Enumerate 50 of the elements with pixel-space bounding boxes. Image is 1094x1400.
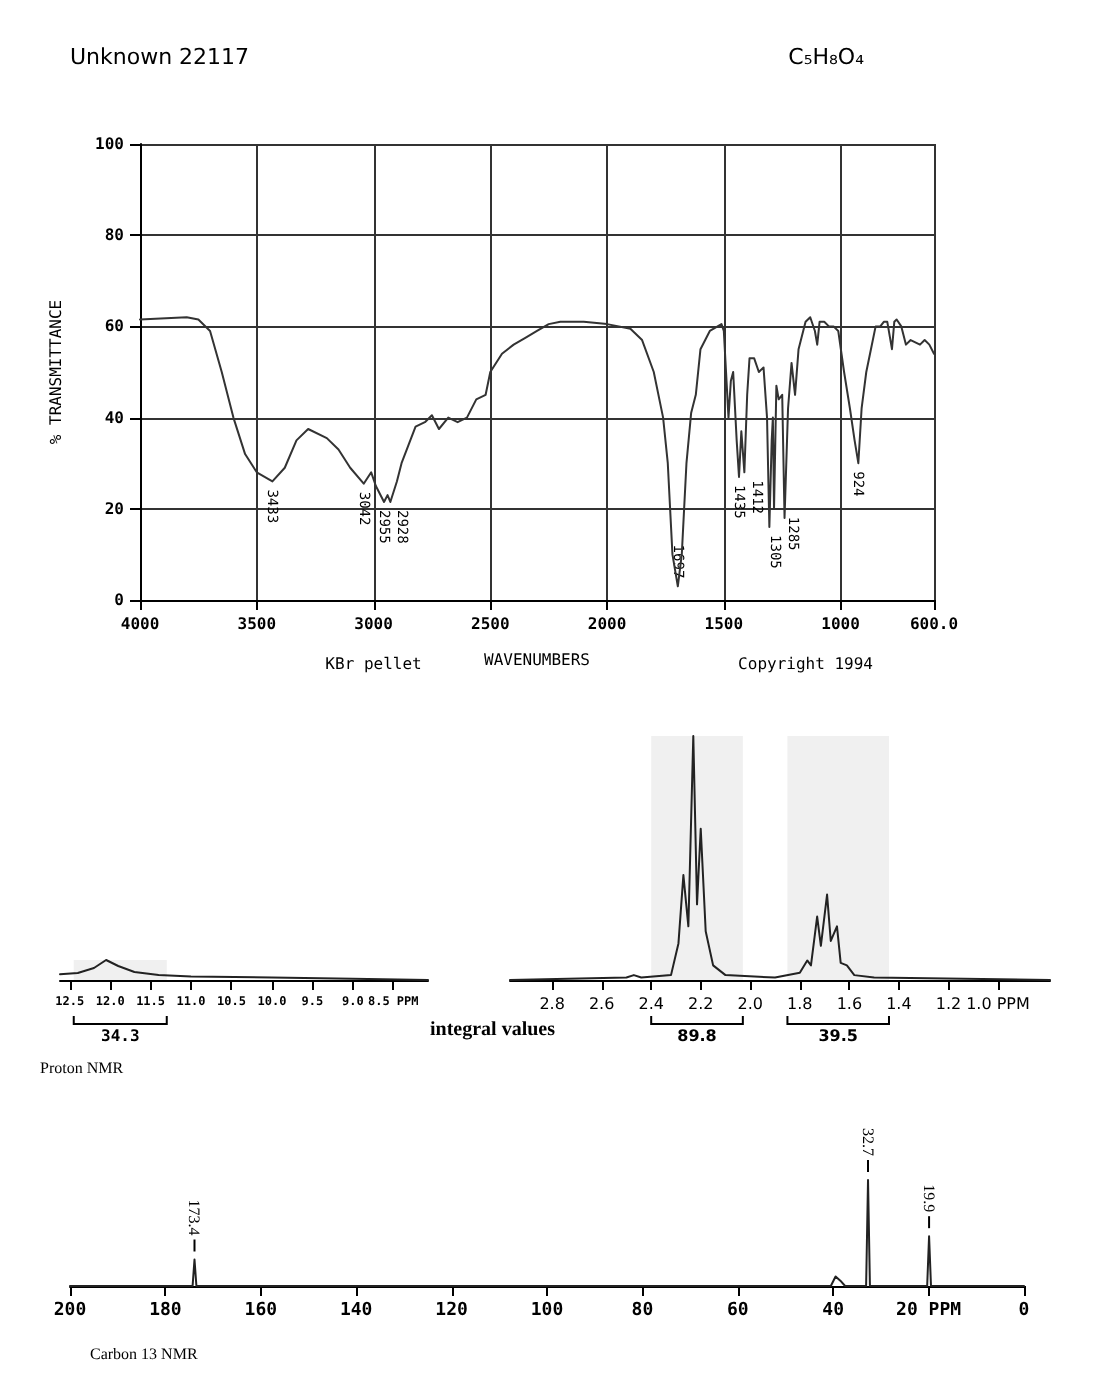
y-tick-label: 80: [104, 226, 125, 245]
x-tick-label: 2500: [471, 615, 510, 633]
y-tick-label: 100: [95, 135, 125, 153]
x-tick-label: 1.6: [836, 995, 863, 1013]
text: Carbon 13 NMR: [90, 1345, 199, 1363]
x-tick-label: 160: [244, 1301, 278, 1321]
y-tick-label: 20: [104, 499, 125, 518]
band-label: 89.8: [677, 1027, 718, 1045]
x-tick-label: 2.0: [737, 995, 764, 1013]
x-tick-label: 3500: [237, 615, 277, 633]
x-tick-label: 1000: [821, 615, 861, 633]
text: KBr pellet: [325, 655, 423, 673]
x-tick-label: 200: [53, 1301, 87, 1321]
band-label: 34.3: [100, 1027, 140, 1045]
y-tick-label: 0: [114, 591, 125, 609]
x-tick-label: 2.2: [688, 995, 714, 1013]
x-tick-label: 40: [822, 1301, 845, 1321]
x-tick-label: 140: [339, 1301, 373, 1321]
text: Proton NMR: [40, 1059, 125, 1077]
x-tick-label: 4000: [120, 615, 160, 633]
x-tick-label: 1500: [704, 615, 744, 633]
x-tick-label: 0: [1018, 1301, 1030, 1321]
x-tick-label: 1.0 PPM: [966, 995, 1030, 1013]
x-tick-label: 100: [530, 1301, 564, 1321]
x-tick-label: 1.8: [787, 995, 813, 1013]
annotation: 19.9: [920, 1184, 939, 1213]
band-label: 39.5: [818, 1027, 859, 1045]
x-tick-label: 180: [149, 1301, 182, 1321]
annotation: 32.7: [859, 1128, 878, 1156]
y-tick-label: 40: [104, 408, 125, 427]
chart-title: Unknown 22117: [70, 44, 250, 70]
y-axis-title: % TRANSMITTANCE: [47, 299, 65, 445]
annotation: 173.4: [185, 1199, 204, 1236]
x-tick-label: 60: [726, 1301, 749, 1321]
x-tick-label: 2.4: [638, 995, 664, 1013]
x-tick-label: 20 PPM: [896, 1301, 963, 1321]
x-axis-title: WAVENUMBERS: [484, 651, 591, 669]
text: integral values: [430, 1019, 556, 1041]
x-tick-label: 2.8: [539, 995, 565, 1013]
text: Copyright 1994: [738, 655, 874, 673]
x-tick-label: 1.4: [886, 995, 912, 1013]
chart-subtitle: C₅H₈O₄: [788, 44, 866, 70]
y-tick-label: 60: [104, 317, 125, 336]
x-tick-label: 600.0: [909, 615, 959, 633]
x-tick-label: 1.2: [935, 995, 962, 1013]
x-tick-label: 2.6: [588, 995, 615, 1013]
x-tick-label: 3000: [354, 615, 394, 633]
x-tick-label: 120: [435, 1301, 468, 1321]
x-tick-label: 2000: [587, 615, 627, 633]
x-tick-label: 80: [631, 1301, 654, 1321]
